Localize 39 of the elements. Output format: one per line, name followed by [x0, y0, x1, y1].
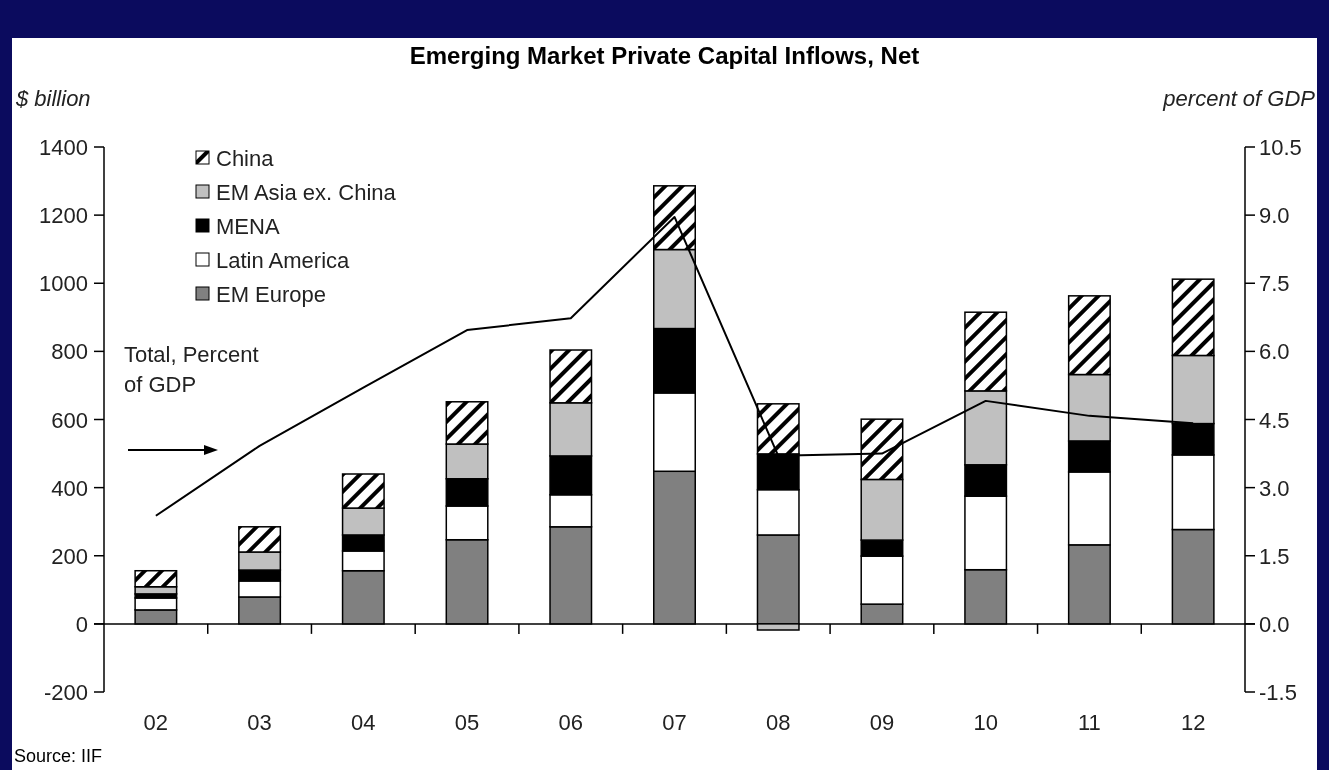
- y-tick-label: 200: [51, 543, 88, 569]
- y2-tick-label: 3.0: [1259, 475, 1290, 501]
- y-tick-label: 600: [51, 407, 88, 433]
- x-tick-label: 06: [558, 710, 584, 735]
- legend-label: EM Europe: [216, 282, 327, 307]
- chart-title: Emerging Market Private Capital Inflows, Net: [409, 42, 920, 69]
- x-tick-label: 04: [351, 710, 376, 735]
- annotation: Total, Percent of GDP: [124, 342, 259, 397]
- y2-axis-title: percent of GDP: [1162, 86, 1316, 111]
- y-tick-label: 1000: [39, 271, 88, 297]
- x-tick-label: 09: [869, 710, 895, 735]
- y2-tick-label: 7.5: [1259, 271, 1290, 297]
- y-tick-label: 0: [75, 611, 88, 637]
- legend-label: Latin America: [216, 248, 351, 273]
- y2-tick-label: 10.5: [1259, 135, 1302, 160]
- x-tick-label: 07: [662, 710, 687, 735]
- y-tick-label: -200: [43, 680, 88, 705]
- x-tick-label: 10: [973, 710, 998, 735]
- y2-tick-label: 1.5: [1259, 543, 1290, 569]
- y2-tick-label: 6.0: [1259, 339, 1290, 365]
- x-tick-label: 12: [1180, 710, 1206, 735]
- y-axis-title: $ billion: [15, 86, 91, 111]
- y-tick-label: 1400: [39, 135, 88, 160]
- legend-label: China: [216, 146, 275, 171]
- x-tick-label: 08: [765, 710, 791, 735]
- y2-tick-label: 9.0: [1259, 203, 1290, 229]
- x-tick-label: 05: [454, 710, 480, 735]
- source-note: Source: IIF: [14, 746, 103, 766]
- legend-label: MENA: [216, 214, 280, 239]
- x-tick-label: 02: [143, 710, 169, 735]
- x-tick-label: 03: [247, 710, 272, 735]
- x-tick-label: 11: [1077, 710, 1101, 735]
- y-tick-label: 400: [51, 475, 88, 501]
- legend-label: EM Asia ex. China: [216, 180, 397, 205]
- y2-tick-label: -1.5: [1259, 680, 1297, 705]
- y-tick-label: 1200: [39, 203, 88, 229]
- y2-tick-label: 0.0: [1259, 611, 1290, 637]
- y2-tick-label: 4.5: [1259, 407, 1290, 433]
- y-tick-label: 800: [51, 339, 88, 365]
